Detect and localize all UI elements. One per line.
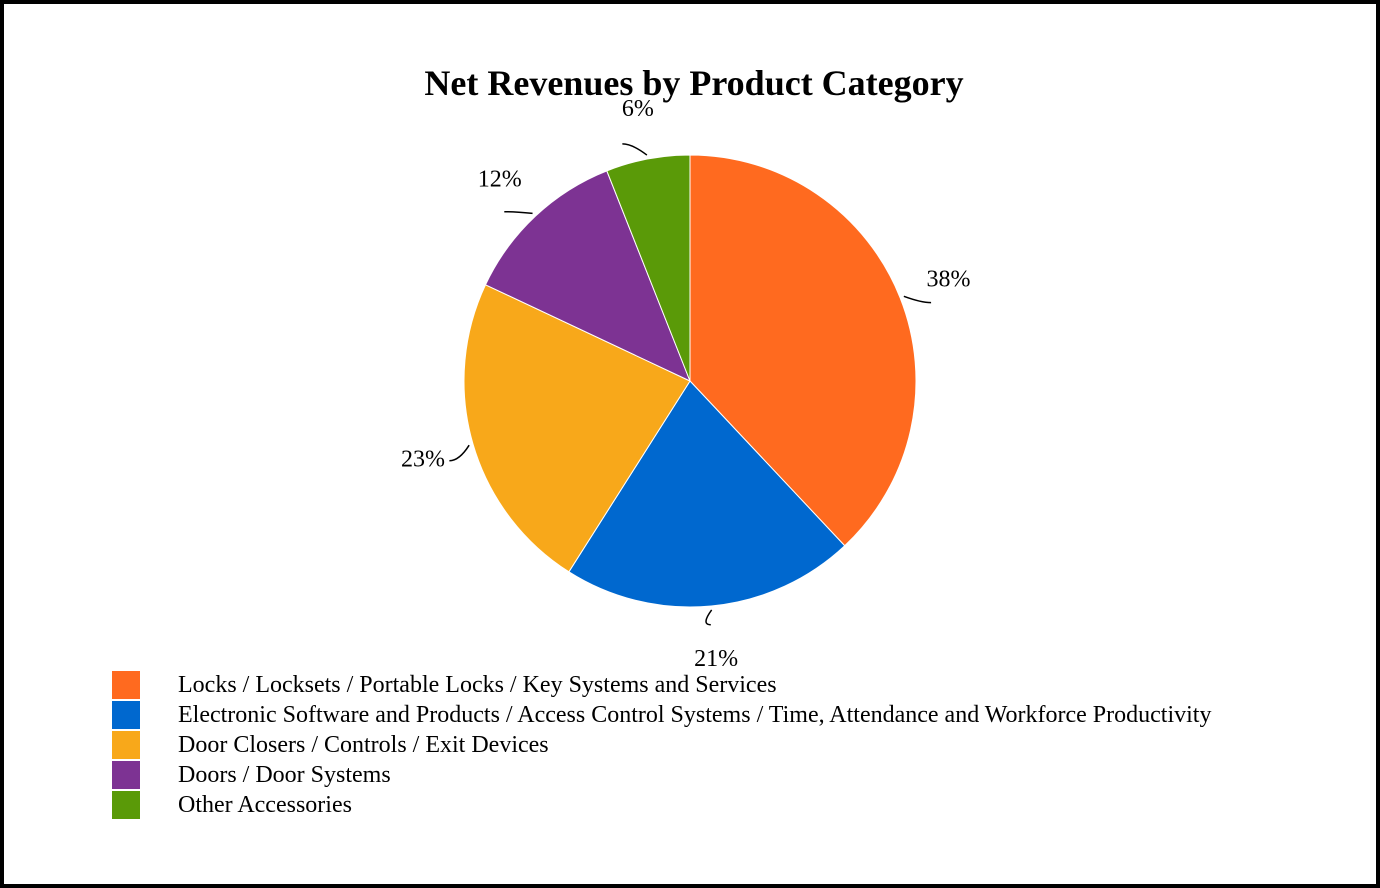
pie-slice xyxy=(484,170,691,382)
legend-label: Door Closers / Controls / Exit Devices xyxy=(178,731,549,758)
pie-chart: 38% 21% 23% 12% 6% xyxy=(401,96,970,672)
legend-swatch xyxy=(112,731,140,759)
legend-swatch xyxy=(112,791,140,819)
legend-item: Other Accessories xyxy=(112,790,1211,820)
legend: Locks / Locksets / Portable Locks / Key … xyxy=(112,670,1211,820)
legend-swatch xyxy=(112,671,140,699)
legend-label: Other Accessories xyxy=(178,791,352,818)
slice-data-label: 21% xyxy=(694,646,738,672)
pie-slice xyxy=(463,284,691,573)
leader-line xyxy=(449,444,470,462)
legend-item: Doors / Door Systems xyxy=(112,760,1211,790)
leader-line xyxy=(622,143,648,156)
legend-item: Locks / Locksets / Portable Locks / Key … xyxy=(112,670,1211,700)
pie-slice xyxy=(606,154,691,382)
legend-label: Electronic Software and Products / Acces… xyxy=(178,701,1212,728)
leader-line xyxy=(903,295,932,304)
legend-swatch xyxy=(112,761,140,789)
slice-data-label: 6% xyxy=(622,96,654,122)
pie-slice xyxy=(568,380,846,608)
slice-data-label: 23% xyxy=(401,447,445,473)
leader-line xyxy=(504,210,533,215)
legend-label: Doors / Door Systems xyxy=(178,761,391,788)
pie-slice xyxy=(689,154,917,547)
legend-label: Locks / Locksets / Portable Locks / Key … xyxy=(178,671,777,698)
chart-title: Net Revenues by Product Category xyxy=(424,63,964,103)
legend-item: Door Closers / Controls / Exit Devices xyxy=(112,730,1211,760)
legend-swatch xyxy=(112,701,140,729)
slice-data-label: 12% xyxy=(478,166,522,192)
leader-line xyxy=(705,609,713,626)
legend-item: Electronic Software and Products / Acces… xyxy=(112,700,1211,730)
slice-data-label: 38% xyxy=(926,267,970,293)
